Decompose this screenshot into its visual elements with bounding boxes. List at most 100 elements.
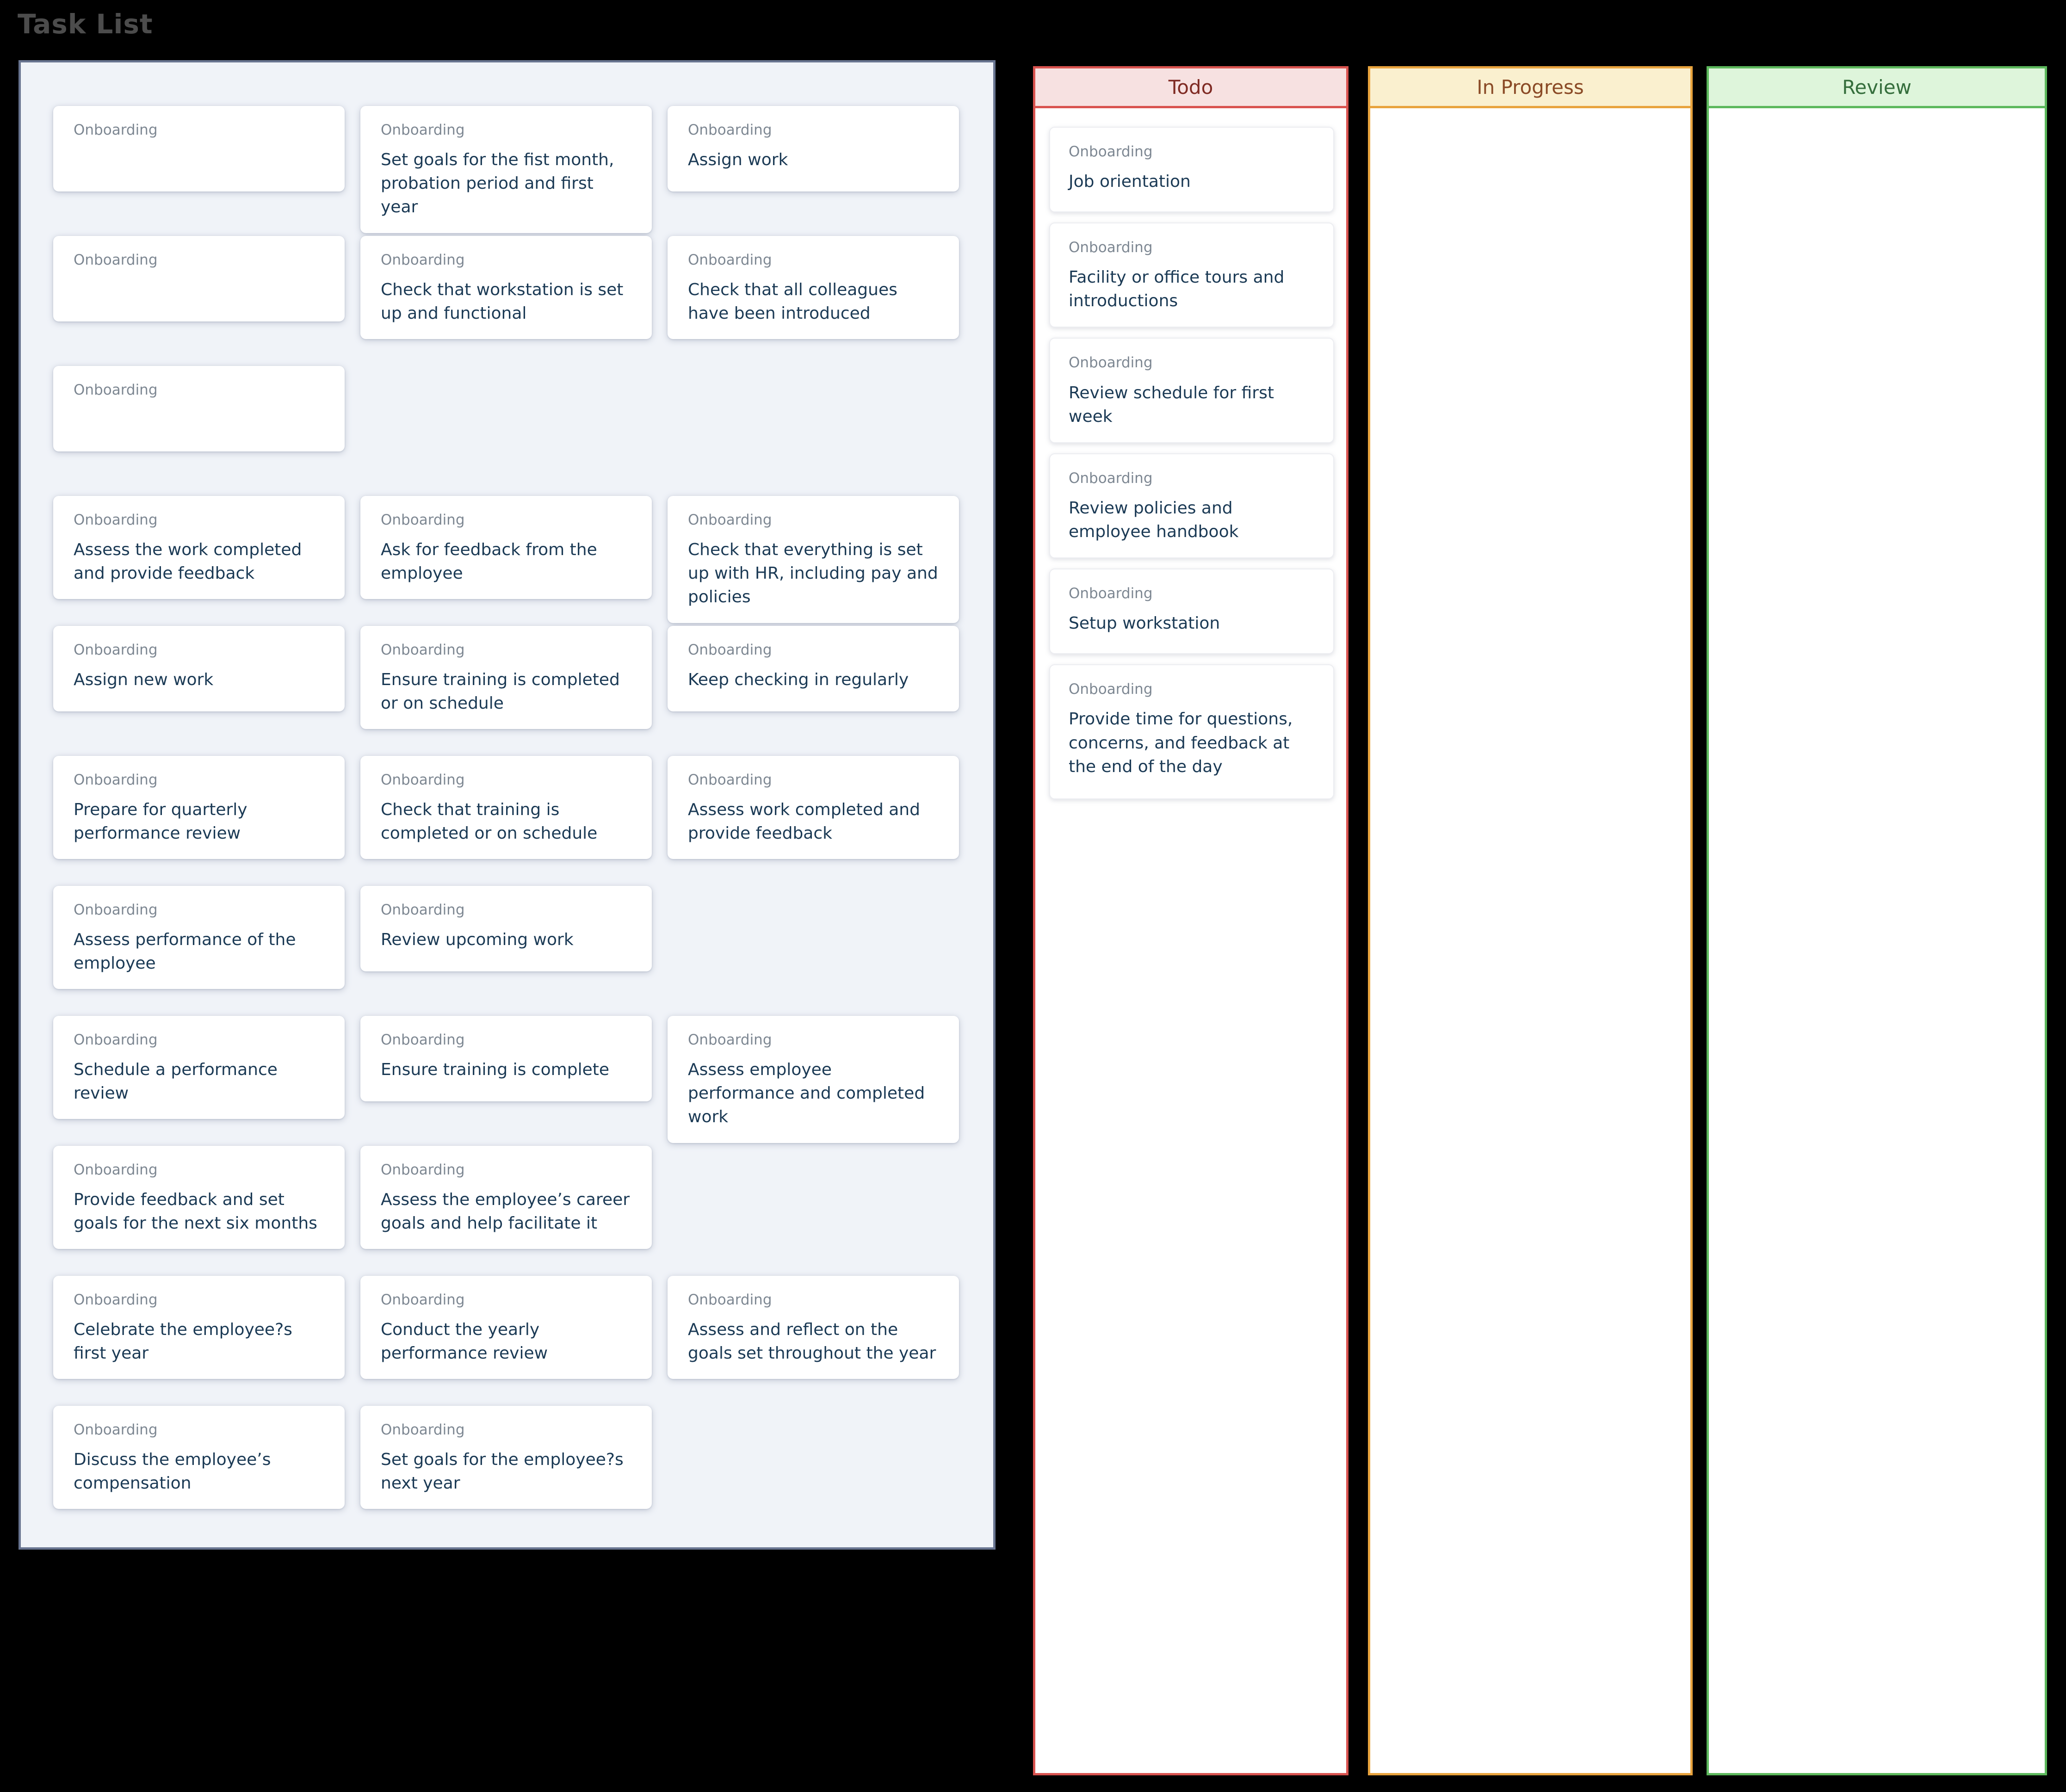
task-card-title: Provide feedback and set goals for the n… — [74, 1190, 317, 1233]
task-card-category: Onboarding — [1069, 470, 1153, 487]
task-card[interactable]: Onboarding Set goals for the fist month,… — [360, 106, 652, 233]
task-card-category: Onboarding — [381, 122, 465, 138]
task-card[interactable]: Onboarding Review upcoming work — [360, 886, 652, 971]
task-list-panel: Onboarding Onboarding Set goals for the … — [19, 60, 996, 1550]
task-card[interactable]: Onboarding Assign new work — [53, 626, 345, 711]
task-card-title: Assess performance of the employee — [74, 930, 296, 973]
task-card-category: Onboarding — [381, 902, 465, 918]
task-card[interactable]: Onboarding Job orientation — [1049, 127, 1334, 212]
task-card-category: Onboarding — [688, 1032, 772, 1048]
task-card-title: Keep checking in regularly — [688, 670, 909, 690]
task-card-title: Check that training is completed or on s… — [381, 800, 598, 843]
task-card-category: Onboarding — [688, 122, 772, 138]
todo-column-header: Todo — [1035, 68, 1346, 108]
task-card[interactable]: Onboarding Assess and reflect on the goa… — [668, 1276, 959, 1379]
task-card-category: Onboarding — [381, 772, 465, 788]
task-card[interactable]: Onboarding — [53, 366, 345, 451]
task-card-category: Onboarding — [74, 1421, 158, 1438]
task-card-category: Onboarding — [381, 1032, 465, 1048]
task-card[interactable]: Onboarding Celebrate the employee?s firs… — [53, 1276, 345, 1379]
task-card-category: Onboarding — [381, 252, 465, 268]
task-card[interactable]: Onboarding Conduct the yearly performanc… — [360, 1276, 652, 1379]
task-card-category: Onboarding — [74, 1291, 158, 1308]
todo-column-body: Onboarding Job orientation Onboarding Fa… — [1035, 108, 1346, 818]
review-column-header: Review — [1709, 68, 2045, 108]
task-card[interactable]: Onboarding Check that all colleagues hav… — [668, 236, 959, 340]
task-card-category: Onboarding — [74, 1162, 158, 1178]
todo-column-title: Todo — [1168, 76, 1213, 99]
task-card[interactable]: Onboarding — [53, 236, 345, 321]
task-card[interactable]: Onboarding Assess work completed and pro… — [668, 756, 959, 859]
task-card-category: Onboarding — [1069, 354, 1153, 371]
task-card-category: Onboarding — [381, 1162, 465, 1178]
task-card[interactable]: Onboarding Provide time for questions, c… — [1049, 664, 1334, 800]
task-card-title: Schedule a performance review — [74, 1060, 278, 1103]
review-column-title: Review — [1842, 76, 1911, 99]
task-card-category: Onboarding — [1069, 681, 1153, 698]
task-card-title: Check that workstation is set up and fun… — [381, 280, 624, 323]
task-card[interactable]: Onboarding Ask for feedback from the emp… — [360, 496, 652, 599]
task-card[interactable]: Onboarding Check that everything is set … — [668, 496, 959, 623]
task-card[interactable]: Onboarding Prepare for quarterly perform… — [53, 756, 345, 859]
task-card[interactable]: Onboarding Facility or office tours and … — [1049, 222, 1334, 328]
task-card[interactable]: Onboarding Check that training is comple… — [360, 756, 652, 859]
task-card-title: Facility or office tours and introductio… — [1069, 268, 1285, 311]
review-column: Review — [1707, 66, 2047, 1775]
task-card-category: Onboarding — [74, 642, 158, 658]
task-card-title: Setup workstation — [1069, 614, 1220, 633]
task-card-grid: Onboarding Onboarding Set goals for the … — [21, 62, 993, 1536]
task-card[interactable]: Onboarding Discuss the employee’s compen… — [53, 1406, 345, 1509]
task-card-title: Review upcoming work — [381, 930, 574, 950]
task-card[interactable]: Onboarding Assess performance of the emp… — [53, 886, 345, 989]
task-card-title: Set goals for the fist month, probation … — [381, 150, 614, 217]
task-card-category: Onboarding — [688, 1291, 772, 1308]
task-card[interactable]: Onboarding Ensure training is complete — [360, 1016, 652, 1101]
in-progress-column-body — [1370, 108, 1690, 145]
in-progress-column-title: In Progress — [1477, 76, 1584, 99]
task-card-title: Assign work — [688, 150, 788, 170]
task-card[interactable]: Onboarding Provide feedback and set goal… — [53, 1146, 345, 1249]
task-card-category: Onboarding — [1069, 239, 1153, 256]
task-card-category: Onboarding — [74, 382, 158, 398]
task-card-title: Assess and reflect on the goals set thro… — [688, 1320, 936, 1363]
task-card-category: Onboarding — [381, 1421, 465, 1438]
task-card[interactable]: Onboarding Review schedule for first wee… — [1049, 338, 1334, 443]
task-card-title: Check that all colleagues have been intr… — [688, 280, 897, 323]
task-card[interactable]: Onboarding Assign work — [668, 106, 959, 192]
task-card-category: Onboarding — [74, 772, 158, 788]
page-title: Task List — [18, 8, 153, 40]
task-card-category: Onboarding — [688, 642, 772, 658]
task-card-title: Provide time for questions, concerns, an… — [1069, 710, 1293, 776]
task-card-title: Assess work completed and provide feedba… — [688, 800, 920, 843]
task-card[interactable]: Onboarding Assess employee performance a… — [668, 1016, 959, 1143]
task-card-category: Onboarding — [74, 252, 158, 268]
task-card-title: Assess the employee’s career goals and h… — [381, 1190, 630, 1233]
task-card-category: Onboarding — [688, 252, 772, 268]
task-card-category: Onboarding — [381, 642, 465, 658]
task-card-category: Onboarding — [1069, 143, 1153, 160]
todo-column: Todo Onboarding Job orientation Onboardi… — [1033, 66, 1348, 1775]
task-card-category: Onboarding — [688, 772, 772, 788]
task-card-category: Onboarding — [74, 122, 158, 138]
task-card[interactable]: Onboarding Check that workstation is set… — [360, 236, 652, 340]
task-card-category: Onboarding — [74, 1032, 158, 1048]
in-progress-column: In Progress — [1368, 66, 1693, 1775]
review-column-body — [1709, 108, 2045, 145]
task-card[interactable]: Onboarding — [53, 106, 345, 192]
task-card-category: Onboarding — [688, 512, 772, 528]
task-card-title: Ensure training is completed or on sched… — [381, 670, 620, 713]
task-card[interactable]: Onboarding Assess the employee’s career … — [360, 1146, 652, 1249]
task-card-category: Onboarding — [1069, 585, 1153, 602]
task-card[interactable]: Onboarding Ensure training is completed … — [360, 626, 652, 729]
task-card[interactable]: Onboarding Keep checking in regularly — [668, 626, 959, 711]
task-card-title: Celebrate the employee?s first year — [74, 1320, 292, 1363]
task-card-title: Discuss the employee’s compensation — [74, 1450, 271, 1493]
task-card[interactable]: Onboarding Setup workstation — [1049, 568, 1334, 655]
task-card[interactable]: Onboarding Assess the work completed and… — [53, 496, 345, 599]
task-card-title: Ensure training is complete — [381, 1060, 609, 1080]
task-card[interactable]: Onboarding Review policies and employee … — [1049, 453, 1334, 559]
task-card[interactable]: Onboarding Schedule a performance review — [53, 1016, 345, 1119]
task-card[interactable]: Onboarding Set goals for the employee?s … — [360, 1406, 652, 1509]
task-card-title: Assess the work completed and provide fe… — [74, 540, 302, 583]
